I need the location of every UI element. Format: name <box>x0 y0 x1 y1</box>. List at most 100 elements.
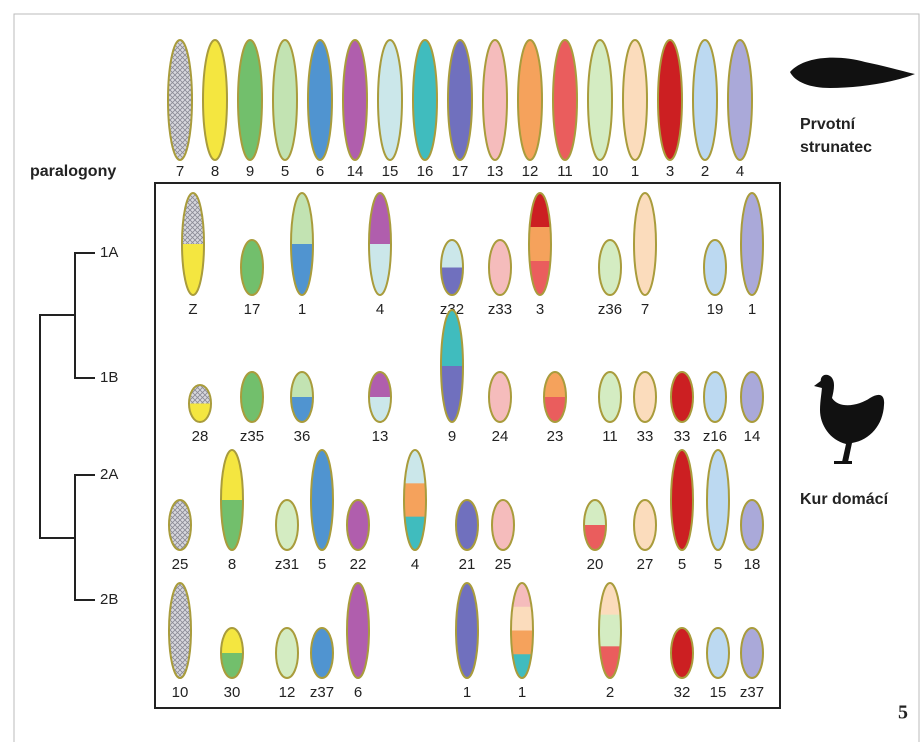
paralogon-label: paralogony <box>30 163 116 180</box>
chromosome-label: 9 <box>246 163 254 180</box>
segment <box>369 397 391 423</box>
group-label: 1B <box>100 369 118 386</box>
segment <box>221 500 243 551</box>
chromosome-label: 13 <box>487 163 504 180</box>
chromosome-label: 10 <box>172 684 189 701</box>
chromosome-label: 17 <box>244 301 261 318</box>
segment <box>544 372 566 398</box>
chromosome-label: 1 <box>463 684 471 701</box>
chromosome-label: 10 <box>592 163 609 180</box>
segment <box>182 244 204 296</box>
chromosome-label: 12 <box>279 684 296 701</box>
segment <box>291 244 313 296</box>
chromosome-label: 11 <box>602 428 618 445</box>
species-label: strunatec <box>800 139 872 156</box>
chromosome-label: z33 <box>488 301 512 318</box>
group-label: 1A <box>100 244 118 261</box>
segment <box>584 525 606 551</box>
chromosome-label: 4 <box>411 556 419 573</box>
ancestor-icon <box>790 58 915 88</box>
species-label: Prvotní <box>800 116 856 133</box>
chromosome-label: 14 <box>347 163 364 180</box>
chromosome-label: 16 <box>417 163 434 180</box>
segment <box>369 244 391 296</box>
chromosome-label: Z <box>188 301 197 318</box>
chromosome-label: 4 <box>736 163 744 180</box>
chromosome-label: 5 <box>678 556 686 573</box>
chromosome-label: 33 <box>674 428 691 445</box>
chromosome-label: 18 <box>744 556 761 573</box>
segment <box>441 268 463 297</box>
chromosome-label: 7 <box>176 163 184 180</box>
chromosome-label: z37 <box>740 684 764 701</box>
chromosome-label: 8 <box>211 163 219 180</box>
chromosome-label: 9 <box>448 428 456 445</box>
segment <box>189 404 211 424</box>
chromosome-label: 30 <box>224 684 241 701</box>
chromosome-label: 28 <box>192 428 209 445</box>
chromosome-label: 24 <box>492 428 509 445</box>
chromosome-label: 2 <box>606 684 614 701</box>
chromosome-label: 3 <box>536 301 544 318</box>
segment <box>221 628 243 654</box>
chromosome-label: 15 <box>710 684 727 701</box>
chromosome-label: 33 <box>637 428 654 445</box>
tree <box>40 253 95 600</box>
group-label: 2A <box>100 466 118 483</box>
segment <box>369 193 391 245</box>
chromosome-label: 11 <box>557 163 573 180</box>
segment <box>291 372 313 398</box>
chromosome-label: 12 <box>522 163 539 180</box>
figure-number: 5 <box>898 702 908 724</box>
segment <box>291 397 313 423</box>
chromosome-label: z16 <box>703 428 727 445</box>
segment <box>441 310 463 367</box>
chromosome-label: 15 <box>382 163 399 180</box>
segment <box>182 193 204 245</box>
species-label: Kur domácí <box>800 491 889 508</box>
segment <box>584 500 606 526</box>
chromosome-label: z31 <box>275 556 299 573</box>
chromosome-label: 2 <box>701 163 709 180</box>
segment <box>404 483 426 517</box>
segment <box>441 240 463 269</box>
chromosome-label: 32 <box>674 684 691 701</box>
chromosome-label: 25 <box>495 556 512 573</box>
chromosome-label: 5 <box>318 556 326 573</box>
chromosome-label: 1 <box>631 163 639 180</box>
chromosome-label: 8 <box>228 556 236 573</box>
chromosome-label: 5 <box>281 163 289 180</box>
segment <box>544 397 566 423</box>
chromosome-label: 14 <box>744 428 761 445</box>
chromosome-label: 5 <box>714 556 722 573</box>
chromosome-label: 19 <box>707 301 724 318</box>
chromosome-label: 4 <box>376 301 384 318</box>
chromosome-label: 1 <box>518 684 526 701</box>
chromosome-label: 21 <box>459 556 476 573</box>
group-label: 2B <box>100 591 118 608</box>
segment <box>529 227 551 262</box>
segment <box>291 193 313 245</box>
chromosome-label: 27 <box>637 556 654 573</box>
segment <box>369 372 391 398</box>
chromosome-label: 13 <box>372 428 389 445</box>
segment <box>221 450 243 501</box>
segment <box>441 366 463 423</box>
chromosome-label: 1 <box>298 301 306 318</box>
segment <box>511 607 533 632</box>
chromosome-label: 25 <box>172 556 189 573</box>
chromosome-label: 3 <box>666 163 674 180</box>
chromosome-label: 23 <box>547 428 564 445</box>
chromosome-label: 36 <box>294 428 311 445</box>
segment <box>189 385 211 405</box>
chromosome-label: 7 <box>641 301 649 318</box>
chromosome-label: 1 <box>748 301 756 318</box>
chromosome-label: 6 <box>354 684 362 701</box>
segment <box>221 653 243 679</box>
chromosome-label: z36 <box>598 301 622 318</box>
figure: paralogony Prvotní strunatec Kur domácí … <box>0 0 923 742</box>
chromosome-label: 6 <box>316 163 324 180</box>
chromosome-label: 20 <box>587 556 604 573</box>
chromosome-label: z37 <box>310 684 334 701</box>
segment <box>511 631 533 656</box>
